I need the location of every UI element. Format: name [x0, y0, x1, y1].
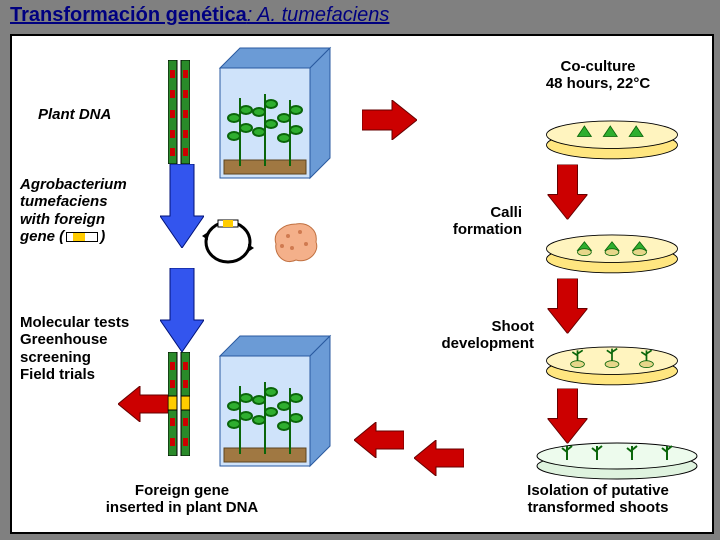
diagram-panel: Plant DNA Agrobacterium tumefaciens with… — [10, 34, 714, 534]
dish-calli — [532, 228, 692, 278]
label-shoot: Shoot development — [424, 318, 534, 353]
label-foreign-inserted: Foreign gene inserted in plant DNA — [82, 482, 282, 517]
arrow-to-chamber2 — [354, 422, 404, 458]
arrow-to-shoot — [548, 279, 588, 334]
dna-bars-top — [168, 60, 190, 164]
label-agro-close: ) — [100, 228, 105, 245]
gene-cassette-icon — [66, 232, 98, 242]
label-plant-dna: Plant DNA — [38, 106, 111, 123]
arrow-to-coculture — [362, 100, 417, 140]
plasmid-icon — [200, 214, 256, 270]
arrow-blue-bottom — [160, 268, 204, 352]
dish-isolation — [532, 436, 702, 482]
label-molecular: Molecular tests Greenhouse screening Fie… — [20, 314, 129, 383]
label-coculture: Co-culture 48 hours, 22°C — [508, 58, 688, 93]
dish-coculture — [532, 114, 692, 164]
arrow-to-molecular — [118, 386, 168, 422]
arrow-to-calli — [548, 165, 588, 220]
arrow-blue-top — [160, 164, 204, 248]
arrow-isolation-left — [414, 440, 464, 476]
title-main: Transformación genética — [10, 4, 247, 26]
label-isolation: Isolation of putative transformed shoots — [498, 482, 698, 517]
dish-shoot — [532, 340, 692, 390]
label-calli: Calli formation — [442, 204, 522, 239]
dna-bars-bottom — [168, 352, 190, 456]
chamber-bottom — [200, 326, 350, 476]
label-agrobacterium: Agrobacterium tumefaciens with foreign g… — [20, 176, 180, 245]
chamber-top — [200, 38, 350, 188]
title-sub: : A. tumefaciens — [247, 4, 390, 26]
bacteria-blob-icon — [268, 218, 324, 268]
